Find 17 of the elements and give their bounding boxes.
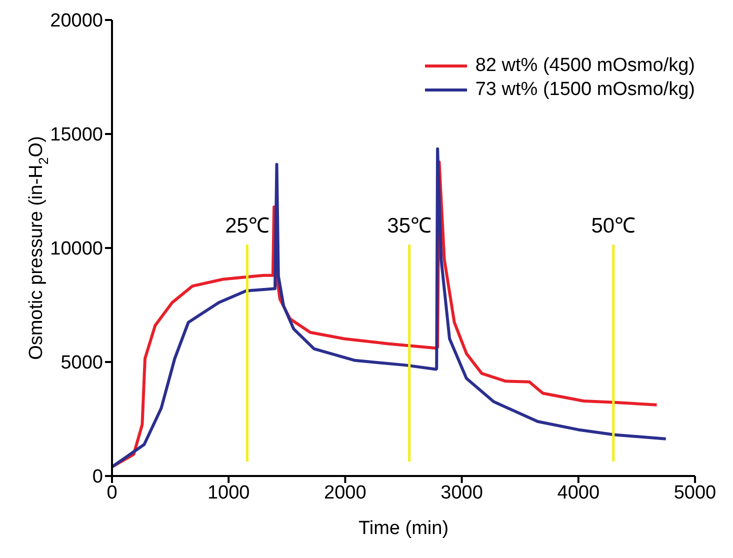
legend-label: 82 wt% (4500 mOsmo/kg) [475, 54, 695, 78]
y-tick-label: 5000 [60, 352, 103, 374]
x-tick-label: 4000 [557, 482, 600, 504]
x-tick-label: 2000 [324, 482, 366, 504]
y-tick-label: 15000 [50, 124, 103, 146]
legend-label: 73 wt% (1500 mOsmo/kg) [475, 78, 695, 102]
x-tick-label: 5000 [674, 482, 716, 504]
x-tick-label: 1000 [207, 482, 250, 504]
annotation: 50℃ [591, 214, 636, 238]
y-tick-label: 0 [92, 466, 103, 488]
annotation: 35℃ [387, 214, 432, 238]
x-tick-label: 3000 [440, 482, 483, 504]
y-tick-label: 10000 [50, 238, 103, 260]
annotation: 25℃ [225, 214, 270, 238]
x-tick-label: 0 [106, 482, 118, 504]
x-axis-title: Time (min) [358, 518, 449, 539]
y-tick-label: 20000 [50, 10, 103, 32]
